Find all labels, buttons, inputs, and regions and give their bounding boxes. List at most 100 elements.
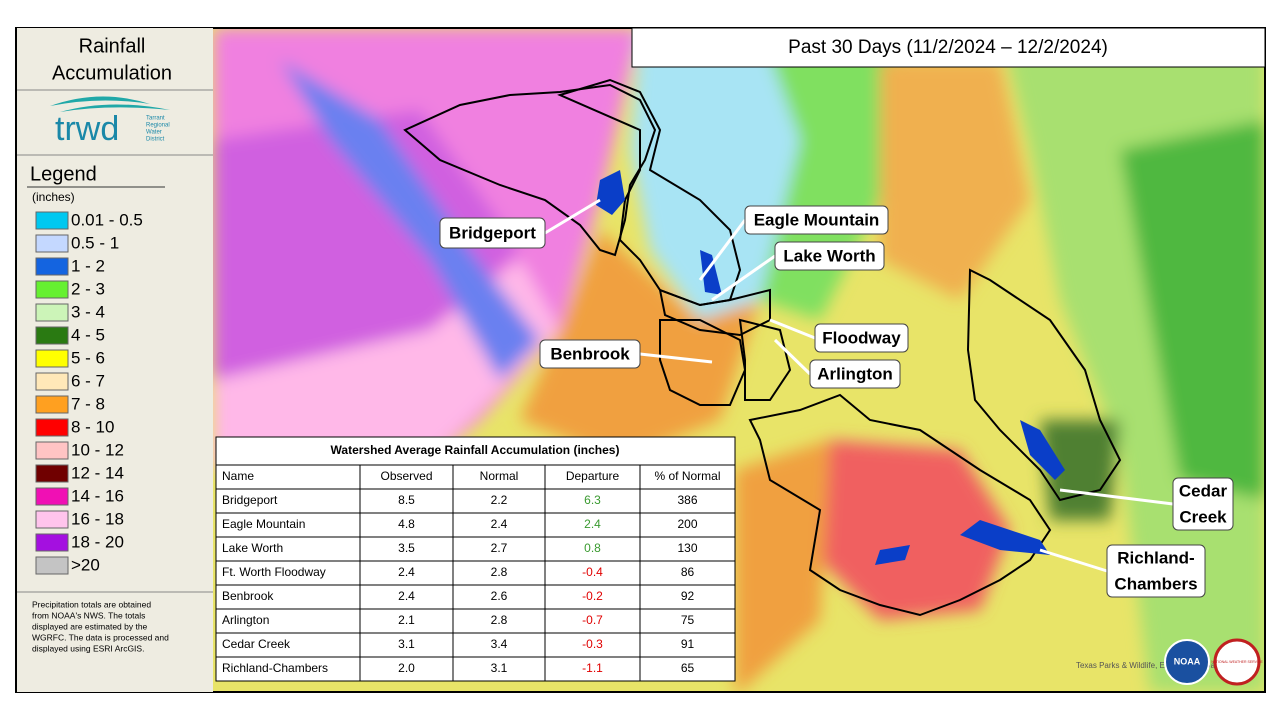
legend-label: 12 - 14: [71, 463, 124, 482]
panel-title: Accumulation: [52, 62, 172, 84]
table-cell: 91: [681, 637, 695, 651]
legend-label: 18 - 20: [71, 532, 124, 551]
map-label: Richland-: [1117, 548, 1194, 567]
map-label-box: [744, 205, 889, 235]
panel-title: Rainfall: [79, 35, 146, 57]
table-cell: -0.3: [582, 637, 603, 651]
legend-swatch: [35, 395, 69, 414]
note-text: Precipitation totals are obtained: [32, 599, 151, 609]
table-cell: 200: [677, 517, 697, 531]
map-label: Benbrook: [550, 344, 630, 363]
legend-label: 0.01 - 0.5: [71, 210, 143, 229]
legend-label: 14 - 16: [71, 486, 124, 505]
table-cell: 2.7: [491, 541, 508, 555]
leader-line: [711, 254, 776, 302]
leader-line: [769, 318, 816, 340]
note-text: displayed using ESRI ArcGIS.: [32, 643, 144, 653]
legend-swatch: [35, 372, 69, 391]
table-cell: Richland-Chambers: [222, 661, 328, 675]
table-cell: 2.2: [491, 493, 508, 507]
table-cell: 386: [677, 493, 697, 507]
note-text: WGRFC. The data is processed and: [32, 632, 169, 642]
legend-label: >20: [71, 555, 100, 574]
table-cell: 2.4: [491, 517, 508, 531]
map-label: Cedar: [1179, 481, 1228, 500]
table-cell: -0.4: [582, 565, 603, 579]
map-label-box: [1172, 477, 1234, 531]
header-box: [631, 27, 1266, 68]
legend-units: (inches): [32, 190, 75, 204]
legend-label: 8 - 10: [71, 417, 114, 436]
table-cell: 2.4: [398, 565, 415, 579]
table-header: Departure: [566, 469, 620, 483]
map-label: Chambers: [1114, 574, 1197, 593]
table-cell: Eagle Mountain: [222, 517, 305, 531]
table-cell: 3.4: [491, 637, 508, 651]
leader-line: [773, 338, 812, 376]
leader-line: [639, 352, 713, 364]
table-cell: -0.2: [582, 589, 603, 603]
map-label: Bridgeport: [449, 223, 536, 242]
logo-tagline: Regional: [146, 123, 170, 129]
table-cell: 0.8: [584, 541, 601, 555]
legend-swatch: [35, 556, 69, 575]
table-cell: 2.6: [491, 589, 508, 603]
legend-swatch: [35, 418, 69, 437]
table-cell: 75: [681, 613, 695, 627]
logo-tagline: Tarrant: [146, 116, 165, 122]
legend-label: 7 - 8: [71, 394, 105, 413]
legend-swatch: [35, 234, 69, 253]
legend-swatch: [35, 349, 69, 368]
legend-label: 0.5 - 1: [71, 233, 119, 252]
table-cell: Arlington: [222, 613, 269, 627]
logo-name: trwd: [55, 110, 119, 148]
legend-swatch: [35, 464, 69, 483]
legend-swatch: [35, 441, 69, 460]
table-cell: Bridgeport: [222, 493, 278, 507]
table-cell: 2.8: [491, 565, 508, 579]
legend-label: 10 - 12: [71, 440, 124, 459]
legend-swatch: [35, 510, 69, 529]
table-box: [215, 436, 736, 682]
legend-swatch: [35, 211, 69, 230]
legend-label: 16 - 18: [71, 509, 124, 528]
table-cell: Benbrook: [222, 589, 274, 603]
header-title: Past 30 Days (11/2/2024 – 12/2/2024): [788, 37, 1108, 58]
nws-text: NATIONAL WEATHER SERVICE: [1211, 660, 1263, 664]
table-cell: 4.8: [398, 517, 415, 531]
legend-label: 5 - 6: [71, 348, 105, 367]
legend-label: 4 - 5: [71, 325, 105, 344]
legend-swatch: [35, 533, 69, 552]
reservoirs: [596, 170, 1065, 565]
legend-label: 6 - 7: [71, 371, 105, 390]
note-text: displayed are estimated by the: [32, 621, 148, 631]
map-label-box: [1106, 544, 1206, 598]
table-cell: 130: [677, 541, 697, 555]
table-cell: 86: [681, 565, 695, 579]
legend-title: Legend: [30, 163, 97, 185]
legend-label: 1 - 2: [71, 256, 105, 275]
noaa-text: NOAA: [1174, 656, 1201, 666]
table-cell: 6.3: [584, 493, 601, 507]
map-label-box: [809, 359, 901, 389]
map-label: Floodway: [822, 328, 901, 347]
table-cell: 2.8: [491, 613, 508, 627]
table-cell: Ft. Worth Floodway: [222, 565, 326, 579]
note-text: from NOAA's NWS. The totals: [32, 610, 145, 620]
table-cell: -1.1: [582, 661, 603, 675]
legend-label: 3 - 4: [71, 302, 105, 321]
table-cell: Cedar Creek: [222, 637, 291, 651]
map-label-box: [539, 339, 641, 369]
map-label-box: [774, 241, 885, 271]
table-cell: 2.4: [584, 517, 601, 531]
map-label: Lake Worth: [783, 246, 875, 265]
legend-swatch: [35, 487, 69, 506]
logo-tagline: Water: [146, 130, 162, 136]
leader-line: [1059, 488, 1174, 506]
table-cell: 92: [681, 589, 695, 603]
logo-waves: [50, 96, 170, 112]
table-cell: 65: [681, 661, 695, 675]
map-label-box: [814, 323, 909, 353]
